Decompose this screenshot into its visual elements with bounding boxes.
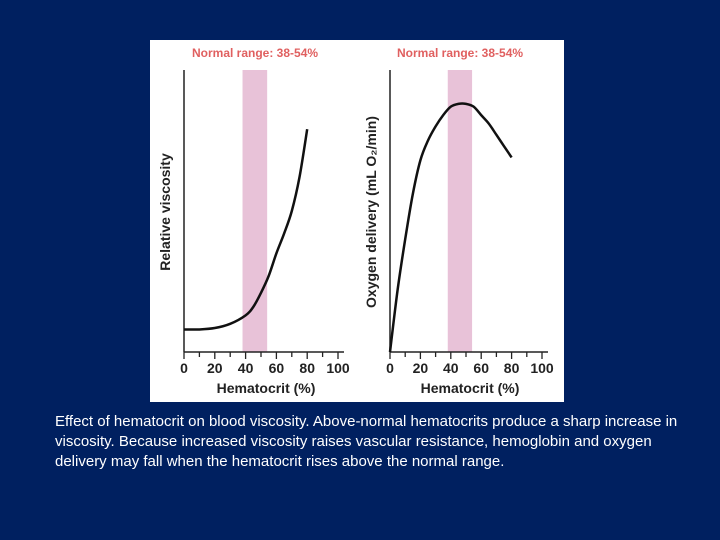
x-tick-label: 100 xyxy=(326,360,350,376)
x-tick-label: 80 xyxy=(504,360,520,376)
x-axis-title: Hematocrit (%) xyxy=(217,380,316,396)
x-tick-label: 40 xyxy=(443,360,459,376)
x-tick-labels: 0 20 40 60 80 100 xyxy=(180,360,350,376)
normal-range-label: Normal range: 38-54% xyxy=(192,46,318,60)
viscosity-chart: Normal range: 38-54% Relative viscosity … xyxy=(157,46,350,396)
x-tick-labels: 0 20 40 60 80 100 xyxy=(386,360,554,376)
normal-range-label: Normal range: 38-54% xyxy=(397,46,523,60)
oxygen-delivery-chart: Normal range: 38-54% Oxygen delivery (mL… xyxy=(363,46,554,396)
x-tick-label: 80 xyxy=(299,360,315,376)
oxygen-delivery-curve xyxy=(388,102,513,353)
x-tick-label: 0 xyxy=(386,360,394,376)
x-tick-label: 100 xyxy=(530,360,554,376)
x-tick-label: 60 xyxy=(269,360,285,376)
viscosity-curve xyxy=(183,129,309,331)
normal-range-band xyxy=(447,70,473,352)
y-axis-title: Relative viscosity xyxy=(157,153,173,271)
axes xyxy=(389,70,548,359)
hematocrit-figure: Normal range: 38-54% Relative viscosity … xyxy=(150,40,564,402)
x-tick-label: 20 xyxy=(413,360,429,376)
x-tick-label: 20 xyxy=(207,360,223,376)
x-tick-label: 60 xyxy=(473,360,489,376)
x-tick-label: 0 xyxy=(180,360,188,376)
figure-caption: Effect of hematocrit on blood viscosity.… xyxy=(55,413,678,470)
axes xyxy=(183,70,344,359)
normal-range-band xyxy=(242,70,268,352)
x-tick-label: 40 xyxy=(238,360,254,376)
charts-canvas: Normal range: 38-54% Relative viscosity … xyxy=(157,46,554,396)
x-axis-title: Hematocrit (%) xyxy=(421,380,520,396)
y-axis-title: Oxygen delivery (mL O₂/min) xyxy=(363,116,379,308)
